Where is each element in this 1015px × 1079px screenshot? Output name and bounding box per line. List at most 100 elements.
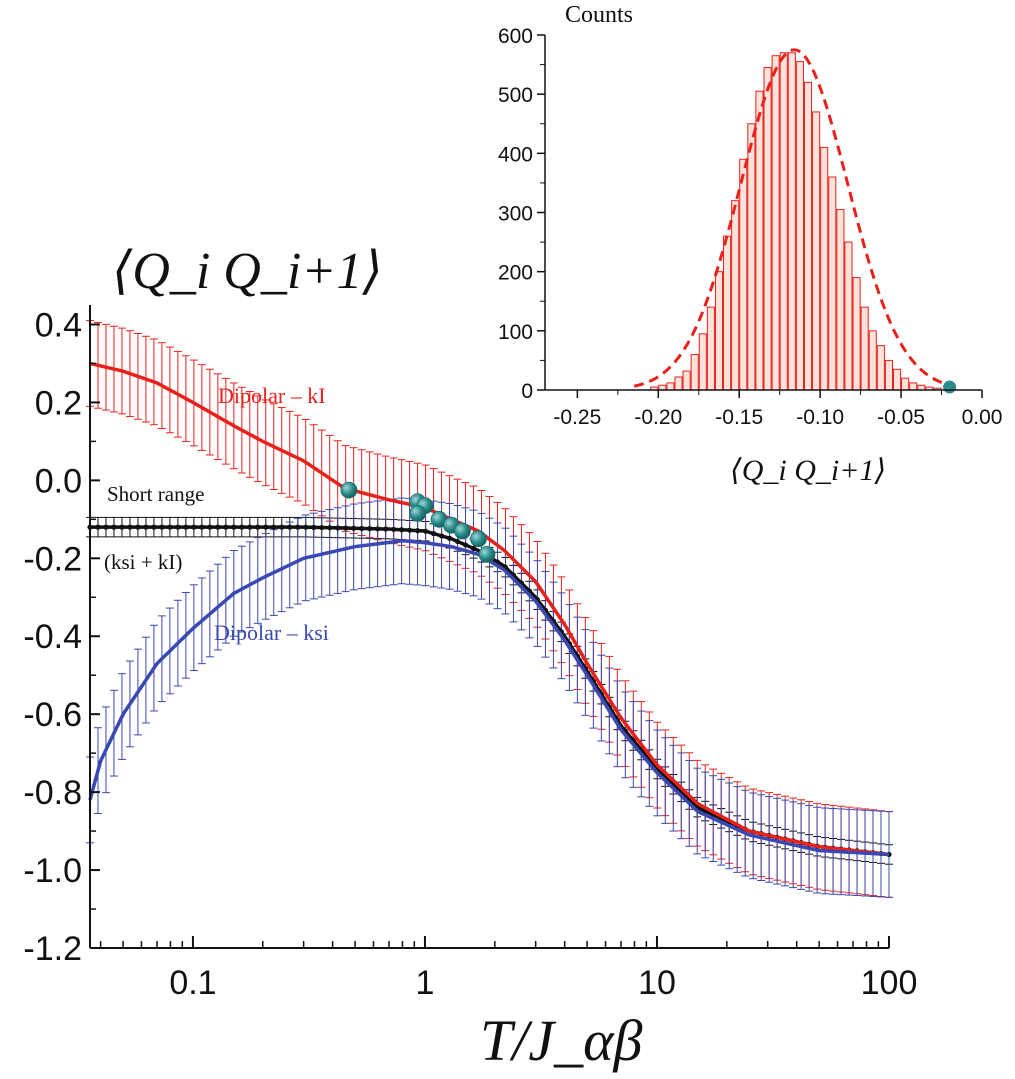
histogram-bar [803,81,813,391]
main-y-tick-labels: 0.4 0.2 0.0 -0.2 -0.4 -0.6 -0.8 -1.0 -1.2 [23,306,82,968]
histogram-bar [755,90,764,391]
main-y-tick-label: -0.2 [23,540,82,578]
series-point-short-range [375,526,381,532]
gaussian-fit-line [633,48,954,388]
series-point-short-range [422,528,429,534]
series-point-short-range [119,524,125,530]
series-point-short-range [127,524,133,530]
series-point-short-range [255,524,261,530]
inset-x-tick-labels: -0.25 -0.20 -0.15 -0.10 -0.05 0.00 [553,406,1002,429]
main-y-tick-label: -0.8 [23,774,82,812]
main-x-tick-label: 10 [638,964,676,1002]
annotation-dipolar-kI: Dipolar – kI [218,383,326,408]
histogram-bar [884,359,893,391]
histogram-bar [666,382,675,391]
inset-y-tick-label: 100 [498,321,533,344]
teal-marker [340,481,358,499]
histogram-bar [795,61,804,391]
histogram-bar [763,67,772,391]
inset-marker-group [943,380,957,394]
series-point-short-range [303,524,309,530]
histogram-bar [787,52,796,391]
inset-y-tick-label: 300 [498,203,533,226]
main-lines [87,361,892,858]
inset-x-tick-label: -0.10 [796,406,844,429]
histogram-bar [876,345,885,391]
histogram-bar [836,209,845,391]
series-point-short-range [215,524,221,530]
series-point-short-range [295,524,301,530]
main-errorbars [86,320,893,898]
series-point-short-range [159,524,165,530]
series-point-short-range [414,528,421,534]
main-y-axis-label: ⟨Q_i Q_i+1⟩ [112,243,383,300]
inset-x-tick-label: 0.00 [962,406,1003,429]
histogram-bar [771,55,780,391]
series-point-short-range [430,530,437,537]
annotation-short-range: Short range [107,482,204,506]
inset-y-tick-label: 500 [498,84,533,107]
inset-x-tick-label: -0.05 [877,406,925,429]
histogram-bar [682,370,691,391]
series-point-short-range [335,525,341,531]
series-point-short-range [367,526,373,532]
main-y-tick-label: 0.4 [35,306,82,344]
series-point-short-range [399,527,405,533]
main-x-tick-label: 100 [861,964,918,1002]
teal-marker [470,530,487,548]
series-point-short-range [383,526,389,532]
series-point-short-range [454,538,461,545]
series-point-short-range [135,524,141,530]
main-axes [89,305,890,949]
main-plot: 0.1 1 10 100 0.4 0.2 0.0 -0.2 -0.4 -0.6 -0.8 -1.0 -… [23,243,917,1073]
histogram-bar [714,271,724,391]
annotation-dipolar-ksi: Dipolar – ksi [214,620,329,645]
series-point-short-range [446,535,453,541]
inset-teal-marker [943,380,957,394]
main-y-tick-label: -1.0 [23,852,82,890]
series-point-short-range [391,526,397,532]
inset-histogram: -0.25 -0.20 -0.15 -0.10 -0.05 0.00 0 100 200 300… [498,2,1002,487]
series-point-short-range [279,524,285,530]
histogram-bar [901,377,910,391]
series-point-short-range [462,542,469,548]
main-y-tick-label: -1.2 [23,930,82,968]
series-line-dipolar-kI [89,361,890,857]
histogram-bar [747,123,756,391]
main-x-tick-label: 0.1 [169,964,216,1002]
series-point-short-range [143,524,149,530]
inset-bars [650,52,942,391]
inset-y-tick-label: 400 [498,143,533,166]
histogram-bar [852,277,861,391]
histogram-bar [674,376,683,391]
main-x-tick-label: 1 [416,964,435,1002]
series-point-short-range [239,524,245,530]
series-point-short-range [407,527,413,533]
histogram-bar [844,241,853,391]
series-point-short-range [311,524,317,530]
inset-x-tick-label: -0.25 [553,406,601,429]
inset-y-tick-label: 0 [521,380,533,403]
main-y-tick-label: 0.0 [35,462,82,500]
series-point-short-range [351,525,357,531]
annotation-short-range-2: (ksi + kI) [104,550,182,574]
histogram-bar [868,330,877,391]
main-x-tick-labels: 0.1 1 10 100 [169,964,917,1002]
main-y-tick-label: -0.4 [23,618,82,656]
histogram-bar [690,354,699,391]
histogram-bar [820,146,829,391]
teal-marker [478,546,496,563]
series-point-short-range [111,524,117,530]
inset-y-tick-label: 200 [498,262,533,285]
series-point-short-range [287,524,293,530]
histogram-bar [909,382,918,391]
inset-y-tick-label: 600 [498,25,533,48]
inset-fit-curve [633,48,954,388]
series-point-short-range [95,524,101,530]
inset-x-tick-label: -0.20 [634,406,682,429]
histogram-bar [723,235,732,391]
histogram-bar [698,333,707,391]
inset-x-axis-label: ⟨Q_i Q_i+1⟩ [730,454,886,487]
series-point-short-range [191,524,197,530]
